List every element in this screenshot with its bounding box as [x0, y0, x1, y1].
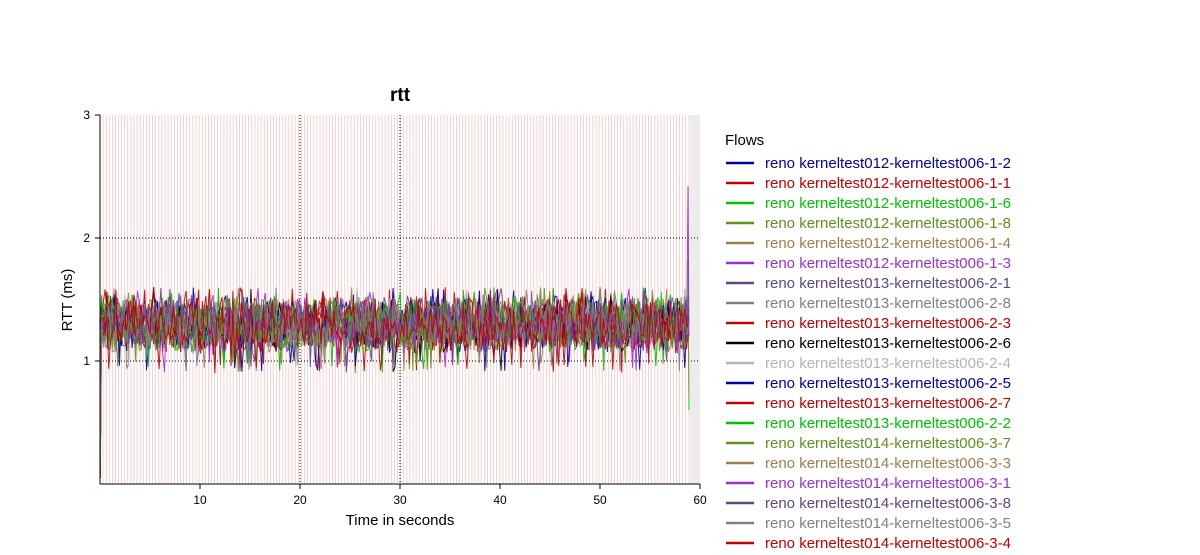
- legend-entry: reno kerneltest012-kerneltest006-1-3: [765, 255, 1011, 272]
- legend-entry: reno kerneltest012-kerneltest006-1-1: [765, 175, 1011, 192]
- plot-area: [99, 115, 700, 484]
- y-tick-label: 3: [83, 108, 90, 122]
- legend-entry: reno kerneltest012-kerneltest006-1-6: [765, 195, 1011, 212]
- legend-entry: reno kerneltest013-kerneltest006-2-5: [765, 375, 1011, 392]
- x-tick-label: 30: [393, 493, 407, 507]
- x-tick-label: 40: [493, 493, 507, 507]
- plot-end-shade: [690, 115, 700, 484]
- legend-entry: reno kerneltest012-kerneltest006-1-2: [765, 155, 1011, 172]
- legend-entry: reno kerneltest013-kerneltest006-2-8: [765, 295, 1011, 312]
- legend-entry: reno kerneltest013-kerneltest006-2-1: [765, 275, 1011, 292]
- chart-title: rtt: [390, 85, 411, 106]
- axes: 10 20 30 40 50 60 1 2 3: [83, 108, 707, 507]
- legend-entry: reno kerneltest014-kerneltest006-3-8: [765, 495, 1011, 512]
- legend-entry: reno kerneltest014-kerneltest006-3-4: [765, 535, 1011, 550]
- legend-entry: reno kerneltest014-kerneltest006-3-3: [765, 455, 1011, 472]
- legend-entry: reno kerneltest013-kerneltest006-2-2: [765, 415, 1011, 432]
- legend-entry: reno kerneltest013-kerneltest006-2-4: [765, 355, 1011, 372]
- legend-entry: reno kerneltest012-kerneltest006-1-4: [765, 235, 1011, 252]
- y-tick-label: 1: [83, 354, 90, 368]
- legend-entry: reno kerneltest014-kerneltest006-3-7: [765, 435, 1011, 452]
- x-axis-label: Time in seconds: [346, 512, 455, 529]
- y-tick-label: 2: [83, 231, 90, 245]
- series-layer: [99, 186, 690, 478]
- legend-entry: reno kerneltest013-kerneltest006-2-7: [765, 395, 1011, 412]
- legend-entry: reno kerneltest013-kerneltest006-2-6: [765, 335, 1011, 352]
- legend-entry: reno kerneltest014-kerneltest006-3-1: [765, 475, 1011, 492]
- x-tick-label: 50: [593, 493, 607, 507]
- series-line-20: [99, 287, 689, 374]
- legend-entry: reno kerneltest014-kerneltest006-3-5: [765, 515, 1011, 532]
- legend: Flows reno kerneltest012-kerneltest006-1…: [725, 132, 1011, 552]
- x-tick-label: 20: [293, 493, 307, 507]
- x-tick-label: 60: [693, 493, 707, 507]
- legend-entry: reno kerneltest012-kerneltest006-1-8: [765, 215, 1011, 232]
- x-tick-label: 10: [193, 493, 207, 507]
- legend-title: Flows: [725, 132, 764, 149]
- legend-entry: reno kerneltest013-kerneltest006-2-3: [765, 315, 1011, 332]
- y-axis-label: RTT (ms): [59, 269, 76, 332]
